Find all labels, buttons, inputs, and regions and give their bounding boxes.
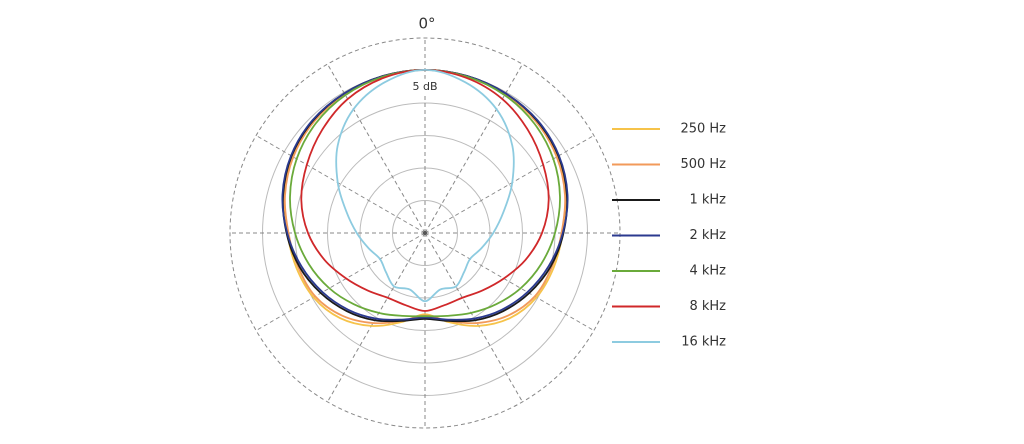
radial-label: 5 dB xyxy=(412,80,437,93)
legend-label: 8 kHz xyxy=(689,299,726,314)
legend-label: 250 Hz xyxy=(680,122,726,137)
grid-spoke xyxy=(424,135,595,234)
grid-spoke xyxy=(424,232,523,403)
legend-label: 2 kHz xyxy=(689,228,726,243)
legend-label: 500 Hz xyxy=(680,157,726,172)
label-bg xyxy=(408,78,442,95)
angle-label: 0° xyxy=(418,15,435,33)
grid-ring xyxy=(229,37,621,429)
legend-label: 16 kHz xyxy=(681,335,726,350)
legend-label: 4 kHz xyxy=(689,264,726,279)
polar-curve xyxy=(300,68,550,312)
polar-curve xyxy=(281,68,569,321)
polar-curve xyxy=(335,68,515,303)
legend-label: 1 kHz xyxy=(689,193,726,208)
grid-spoke xyxy=(424,232,595,331)
grid-spoke xyxy=(327,232,426,403)
grid-spoke xyxy=(327,63,426,234)
grid-spoke xyxy=(255,135,426,234)
polar-curve xyxy=(289,68,561,318)
grid-ring xyxy=(327,135,523,331)
grid-spoke xyxy=(255,232,426,331)
grid-ring xyxy=(392,200,458,266)
center-dot xyxy=(423,231,427,235)
grid-spoke xyxy=(424,63,523,234)
